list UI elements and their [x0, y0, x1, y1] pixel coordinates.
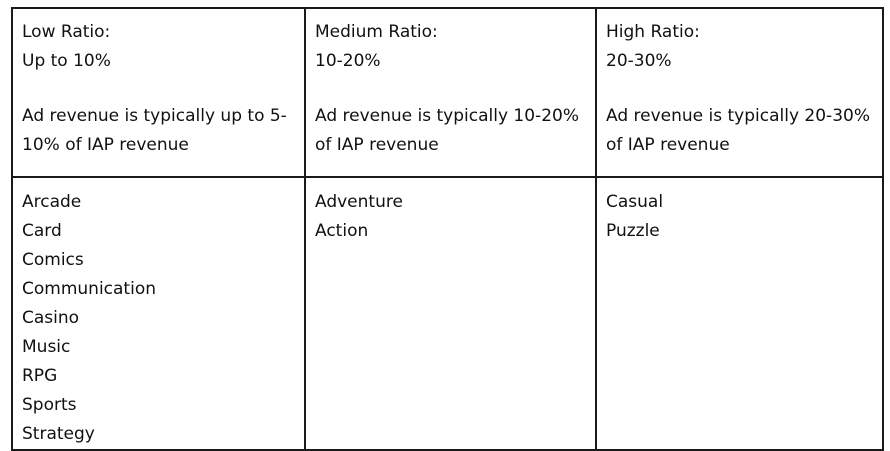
high-ratio-range: 20-30%: [606, 51, 672, 71]
medium-ratio-heading: Medium Ratio:: [315, 22, 438, 42]
medium-ratio-genres-cell: Adventure Action: [304, 176, 597, 451]
high-ratio-heading: High Ratio:: [606, 22, 700, 42]
genre-item: Strategy: [22, 424, 95, 444]
medium-ratio-description: Ad revenue is typically 10-20% of IAP re…: [315, 106, 579, 155]
low-ratio-description: Ad revenue is typically up to 5-10% of I…: [22, 106, 287, 155]
genre-item: Adventure: [315, 192, 403, 212]
medium-ratio-cell: Medium Ratio: 10-20% Ad revenue is typic…: [304, 7, 597, 178]
genre-item: Music: [22, 337, 71, 357]
genre-item: Communication: [22, 279, 156, 299]
low-ratio-cell: Low Ratio: Up to 10% Ad revenue is typic…: [11, 7, 306, 178]
genre-row: Arcade Card Comics Communication Casino …: [11, 176, 884, 451]
ratio-header-row: Low Ratio: Up to 10% Ad revenue is typic…: [11, 7, 884, 178]
high-ratio-genres-cell: Casual Puzzle: [595, 176, 884, 451]
medium-ratio-genre-list: Adventure Action: [315, 188, 587, 246]
medium-ratio-range: 10-20%: [315, 51, 381, 71]
genre-item: Arcade: [22, 192, 82, 212]
genre-item: Action: [315, 221, 369, 241]
low-ratio-heading: Low Ratio:: [22, 22, 111, 42]
genre-item: Sports: [22, 395, 77, 415]
genre-item: Casino: [22, 308, 80, 328]
high-ratio-description: Ad revenue is typically 20-30% of IAP re…: [606, 106, 870, 155]
spacer: [22, 76, 296, 102]
genre-item: Puzzle: [606, 221, 660, 241]
genre-item: RPG: [22, 366, 58, 386]
genre-item: Card: [22, 221, 62, 241]
ad-ratio-table: Low Ratio: Up to 10% Ad revenue is typic…: [11, 7, 884, 451]
high-ratio-genre-list: Casual Puzzle: [606, 188, 874, 246]
low-ratio-genres-cell: Arcade Card Comics Communication Casino …: [11, 176, 306, 451]
low-ratio-range: Up to 10%: [22, 51, 111, 71]
spacer: [606, 76, 874, 102]
genre-item: Comics: [22, 250, 84, 270]
spacer: [315, 76, 587, 102]
genre-item: Casual: [606, 192, 664, 212]
high-ratio-cell: High Ratio: 20-30% Ad revenue is typical…: [595, 7, 884, 178]
low-ratio-genre-list: Arcade Card Comics Communication Casino …: [22, 188, 296, 449]
